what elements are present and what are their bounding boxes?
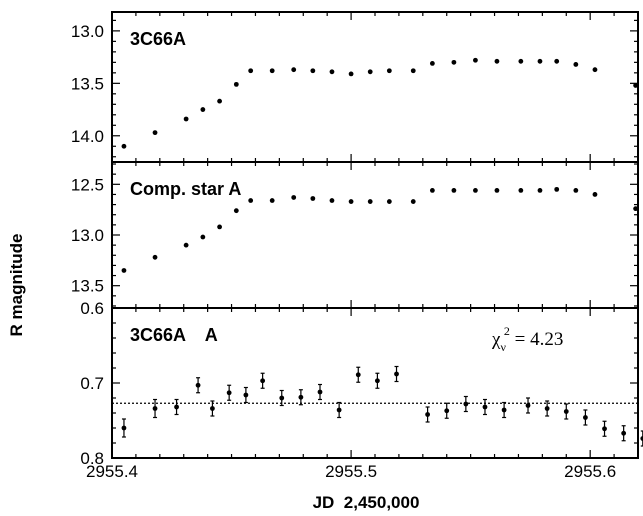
data-point bbox=[226, 390, 232, 396]
data-point bbox=[633, 83, 639, 88]
x-tick-label: 2955.5 bbox=[325, 462, 377, 481]
x-tick-label: 2955.4 bbox=[86, 462, 138, 481]
data-point bbox=[501, 407, 507, 413]
data-point bbox=[537, 187, 543, 193]
data-point bbox=[233, 81, 239, 87]
data-point bbox=[291, 195, 297, 200]
panel-1-frame bbox=[111, 11, 639, 163]
data-point bbox=[248, 68, 254, 74]
y-tick-label: 14.0 bbox=[71, 127, 104, 146]
data-point bbox=[410, 199, 416, 204]
data-point bbox=[367, 199, 373, 204]
x-axis-title: JD 2,450,000 bbox=[313, 493, 420, 512]
data-point bbox=[554, 58, 560, 64]
data-point bbox=[494, 58, 500, 64]
data-point bbox=[291, 67, 297, 73]
data-point bbox=[444, 408, 450, 414]
data-point bbox=[152, 130, 158, 136]
data-point bbox=[310, 68, 316, 74]
data-point bbox=[195, 382, 201, 388]
data-point bbox=[174, 404, 179, 410]
data-point bbox=[592, 192, 598, 197]
data-point bbox=[633, 206, 639, 212]
data-point bbox=[463, 401, 469, 407]
data-point bbox=[621, 430, 627, 436]
data-point bbox=[429, 60, 435, 66]
data-point bbox=[537, 58, 543, 64]
data-point bbox=[473, 187, 478, 193]
data-point bbox=[298, 394, 304, 400]
data-point bbox=[602, 426, 607, 432]
data-point bbox=[121, 268, 127, 273]
data-point bbox=[544, 406, 550, 411]
data-point bbox=[394, 371, 399, 377]
data-point bbox=[217, 224, 222, 230]
panel-1-label: 3C66A bbox=[130, 29, 186, 49]
data-point bbox=[518, 187, 524, 193]
data-point bbox=[425, 412, 430, 417]
panel-3-label: 3C66A A bbox=[130, 325, 218, 345]
data-point bbox=[260, 378, 266, 384]
y-axis-title: R magnitude bbox=[7, 234, 26, 337]
data-point bbox=[152, 406, 158, 411]
data-point bbox=[410, 68, 416, 74]
data-point bbox=[451, 59, 457, 65]
data-point bbox=[200, 234, 206, 240]
data-point bbox=[583, 415, 588, 420]
data-point bbox=[210, 406, 215, 411]
y-tick-label: 13.5 bbox=[71, 277, 104, 296]
data-point bbox=[367, 69, 373, 75]
y-tick-label: 0.6 bbox=[80, 299, 104, 318]
data-point bbox=[518, 58, 524, 64]
data-point bbox=[640, 436, 643, 441]
data-point bbox=[233, 208, 239, 214]
y-tick-label: 13.0 bbox=[71, 22, 104, 41]
data-point bbox=[243, 392, 249, 398]
data-point bbox=[573, 62, 579, 67]
data-point bbox=[451, 187, 457, 193]
data-point bbox=[525, 403, 531, 408]
data-point bbox=[121, 425, 127, 431]
y-tick-label: 13.0 bbox=[71, 226, 104, 245]
data-point bbox=[563, 409, 569, 414]
data-point bbox=[336, 407, 342, 413]
data-point bbox=[429, 187, 435, 193]
data-point bbox=[374, 378, 380, 384]
data-point bbox=[473, 57, 478, 63]
data-point bbox=[269, 198, 275, 203]
data-point bbox=[317, 389, 323, 395]
data-point bbox=[310, 196, 316, 201]
data-point bbox=[217, 98, 222, 104]
data-point bbox=[329, 69, 335, 75]
data-point bbox=[183, 116, 189, 122]
data-point bbox=[494, 187, 500, 193]
data-point bbox=[121, 143, 127, 149]
data-point bbox=[386, 199, 392, 204]
y-tick-label: 13.5 bbox=[71, 74, 104, 93]
data-point bbox=[348, 71, 354, 77]
data-point bbox=[269, 68, 275, 74]
data-point bbox=[573, 187, 579, 193]
data-point bbox=[482, 404, 488, 410]
data-point bbox=[329, 198, 335, 203]
data-point bbox=[248, 198, 254, 203]
data-point bbox=[279, 395, 285, 401]
data-point bbox=[348, 199, 354, 204]
data-point bbox=[386, 68, 392, 74]
y-tick-label: 12.5 bbox=[71, 175, 104, 194]
data-point bbox=[554, 186, 560, 192]
data-point bbox=[200, 107, 206, 112]
data-point bbox=[152, 254, 158, 260]
data-point bbox=[355, 372, 361, 378]
y-tick-label: 0.7 bbox=[80, 374, 104, 393]
panel-2-label: Comp. star A bbox=[130, 179, 241, 199]
data-point bbox=[592, 67, 598, 73]
chi-squared-annotation: χν2 = 4.23 bbox=[491, 324, 563, 354]
x-tick-label: 2955.6 bbox=[564, 462, 616, 481]
data-point bbox=[183, 242, 189, 248]
y-tick-label: 0.8 bbox=[80, 449, 104, 468]
